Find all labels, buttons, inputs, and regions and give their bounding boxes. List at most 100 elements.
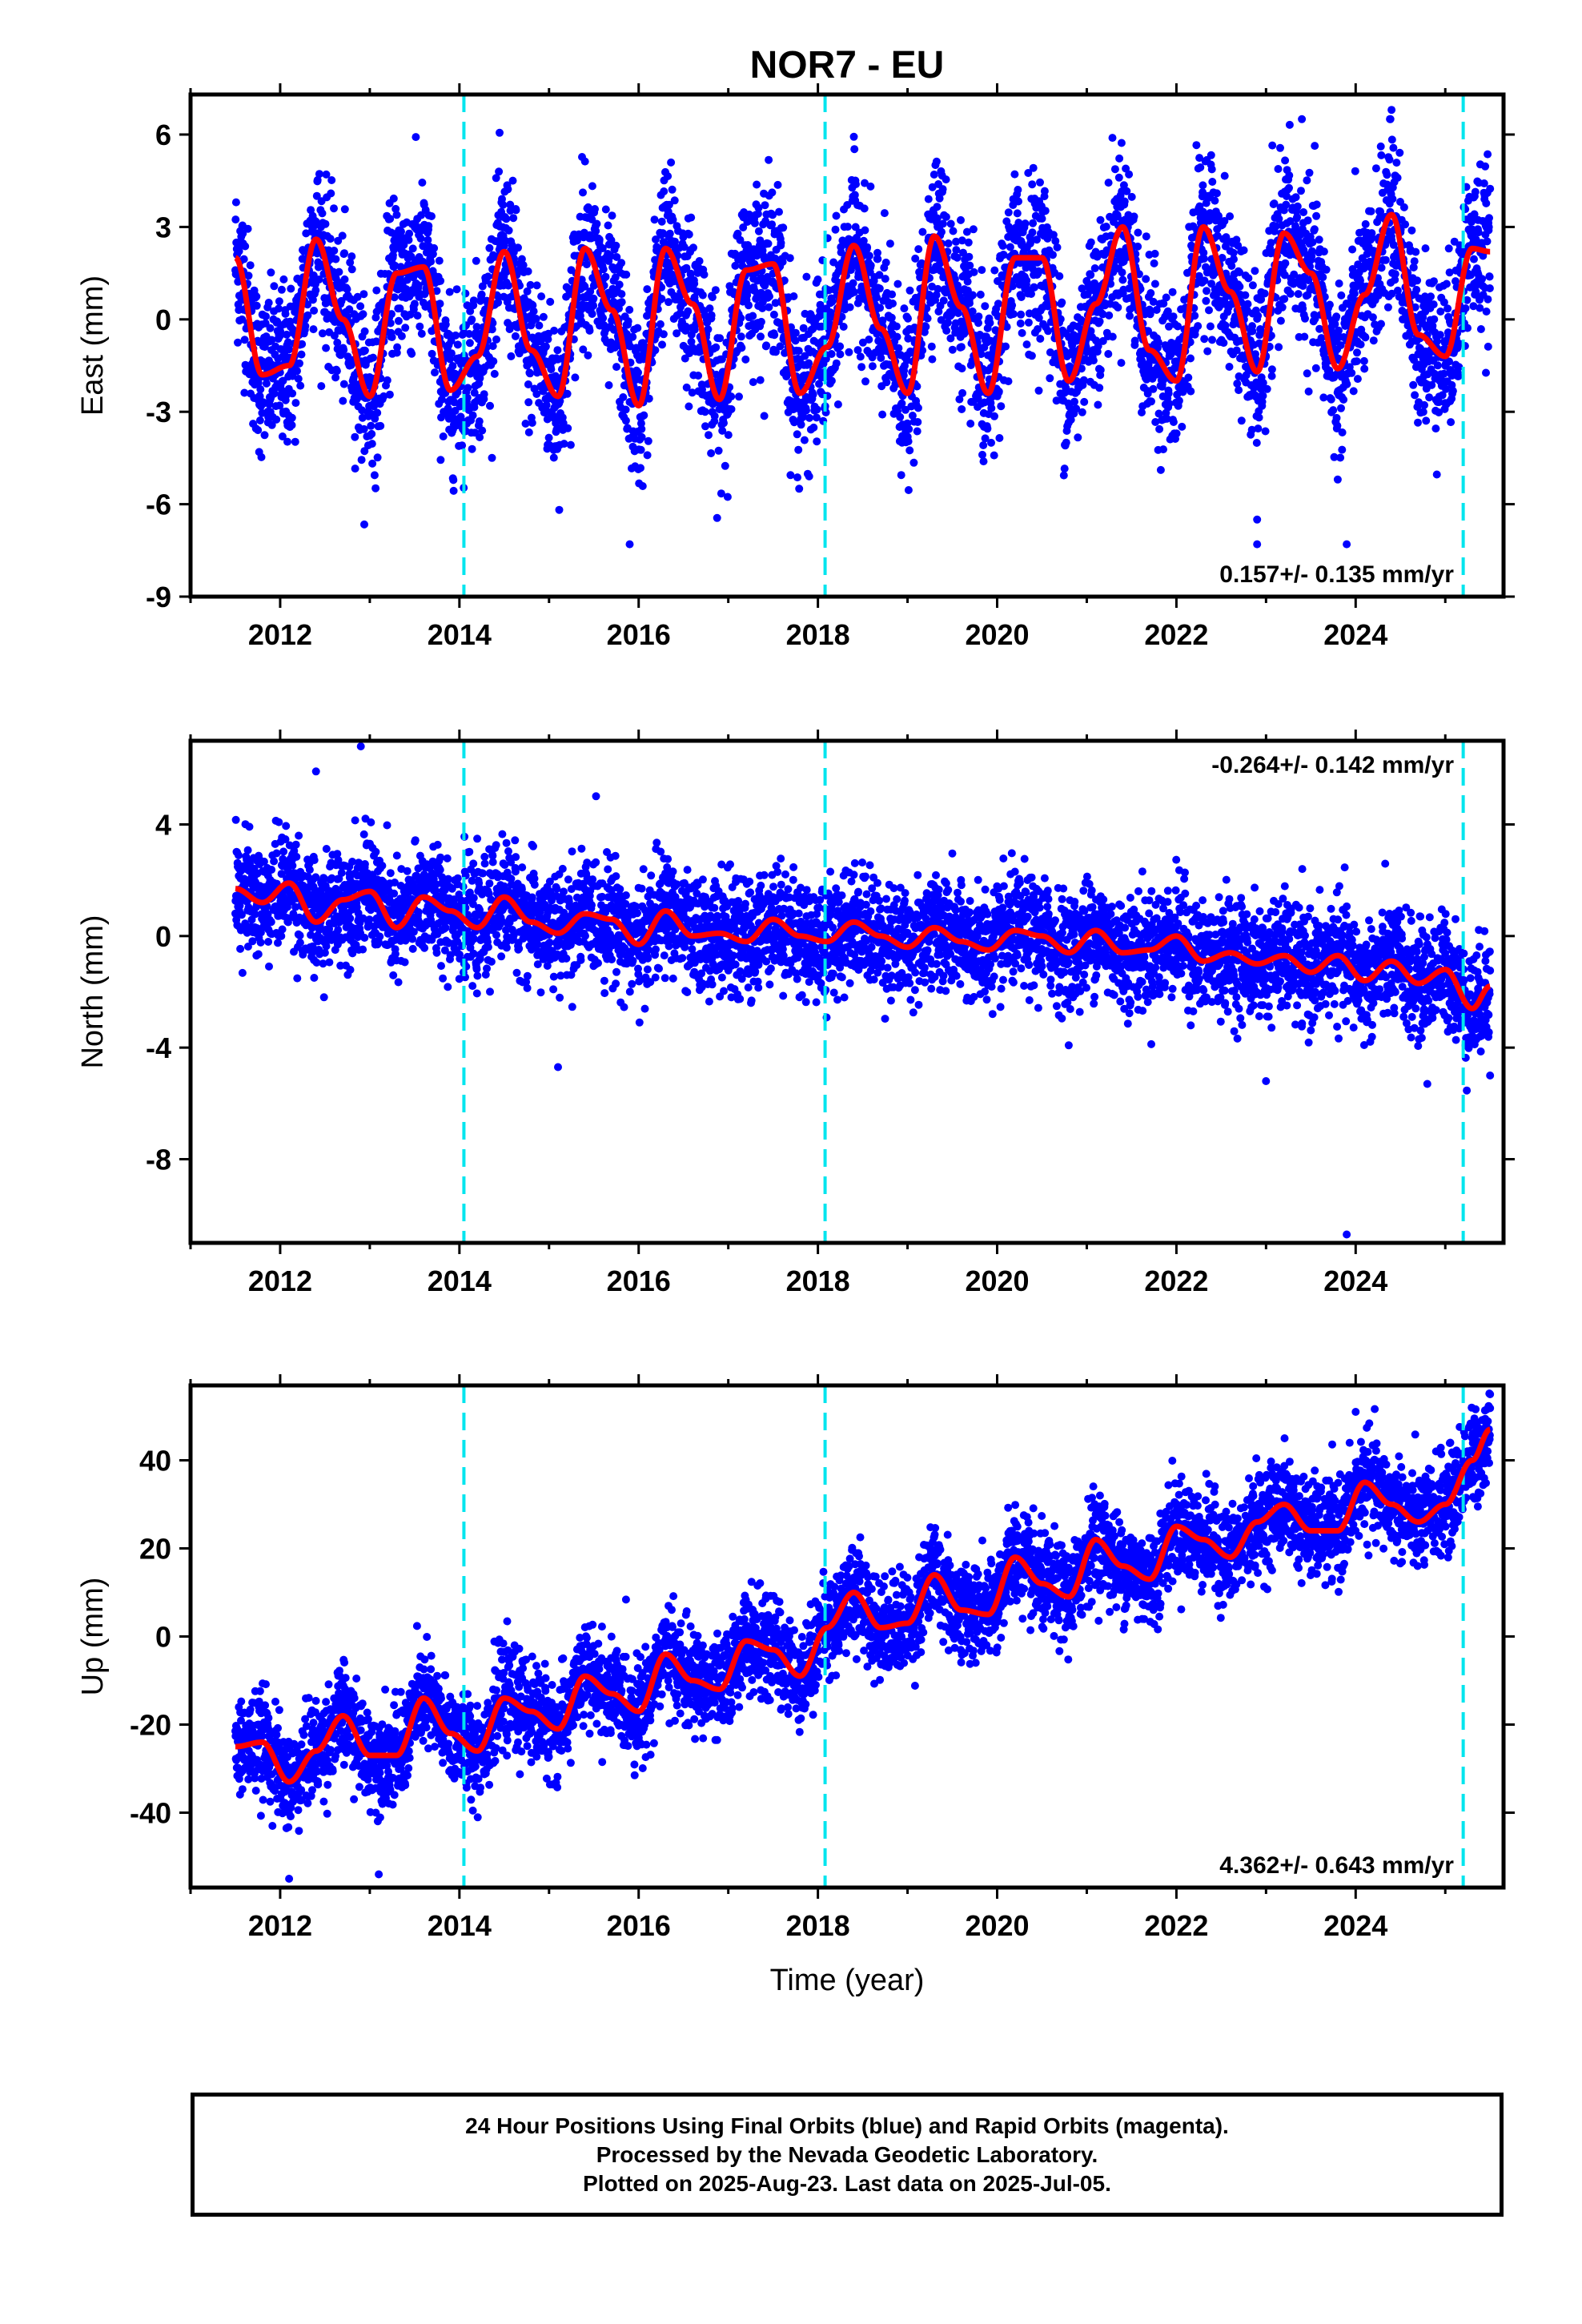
data-point	[944, 239, 953, 247]
data-point	[1118, 275, 1127, 284]
data-point	[816, 300, 825, 309]
data-point	[704, 325, 713, 334]
data-point	[476, 433, 484, 441]
data-point	[983, 424, 992, 433]
data-point	[1169, 418, 1178, 426]
data-point	[1285, 183, 1293, 192]
data-point	[1442, 279, 1451, 288]
data-point	[564, 424, 572, 432]
data-point	[504, 281, 512, 290]
data-point	[1150, 249, 1159, 258]
data-point	[624, 317, 632, 326]
data-point	[777, 239, 785, 247]
data-point	[260, 431, 269, 440]
data-point	[724, 431, 733, 440]
data-point	[589, 301, 598, 310]
data-point	[737, 314, 745, 323]
data-point	[1014, 186, 1022, 194]
data-point	[526, 369, 534, 378]
data-point	[1226, 212, 1235, 221]
data-point	[682, 263, 691, 272]
data-point	[1315, 324, 1324, 333]
data-point	[636, 419, 645, 428]
data-point	[488, 453, 496, 462]
data-point	[667, 158, 676, 167]
data-point	[1413, 276, 1422, 285]
data-point	[994, 300, 1002, 308]
data-point	[727, 392, 736, 401]
data-point	[1293, 213, 1302, 222]
data-point	[765, 292, 773, 301]
data-point	[964, 238, 973, 247]
data-point	[1186, 354, 1195, 363]
data-point	[241, 242, 250, 251]
data-point	[749, 312, 757, 320]
data-point	[1335, 279, 1343, 287]
data-point	[1010, 170, 1019, 179]
data-point	[930, 171, 938, 179]
data-point	[958, 388, 967, 397]
data-point	[794, 347, 803, 356]
data-point	[657, 217, 666, 226]
data-point	[1208, 336, 1216, 344]
data-point	[799, 412, 808, 421]
data-point	[390, 293, 399, 302]
data-point	[969, 225, 978, 234]
data-point	[762, 341, 771, 350]
data-point	[1412, 285, 1421, 294]
data-point	[1094, 400, 1102, 409]
data-point	[775, 207, 783, 216]
data-point	[1029, 219, 1038, 227]
data-point	[579, 345, 588, 354]
data-point	[628, 332, 637, 341]
data-point	[287, 284, 295, 293]
data-point	[432, 287, 441, 296]
data-point	[615, 280, 624, 289]
data-point	[439, 432, 448, 440]
data-point	[881, 275, 889, 283]
data-point	[1102, 223, 1110, 231]
data-point	[255, 416, 264, 424]
data-point	[928, 355, 937, 364]
data-point	[1172, 429, 1181, 438]
data-point	[1348, 245, 1357, 254]
data-point	[239, 255, 248, 263]
data-point	[360, 327, 369, 336]
data-point	[684, 307, 693, 316]
data-point	[485, 243, 494, 252]
data-point	[408, 244, 417, 253]
data-point	[360, 346, 369, 355]
data-point	[1395, 148, 1404, 157]
data-point	[498, 195, 506, 203]
data-point	[1104, 350, 1113, 358]
data-point	[664, 172, 673, 180]
data-point	[1407, 226, 1416, 235]
data-point	[1422, 416, 1431, 425]
data-point	[711, 286, 720, 295]
data-point	[727, 405, 736, 413]
data-point	[1337, 404, 1345, 412]
data-point	[486, 401, 494, 410]
data-point	[448, 362, 457, 370]
data-point	[1299, 208, 1308, 216]
data-point	[506, 200, 515, 209]
data-point	[309, 325, 318, 334]
data-point	[1147, 397, 1155, 406]
data-point	[741, 355, 750, 364]
data-point	[863, 243, 872, 251]
data-point	[1315, 235, 1323, 244]
data-point	[1235, 282, 1244, 291]
data-point	[680, 243, 689, 251]
data-point	[463, 301, 472, 310]
data-point	[418, 179, 427, 187]
data-point	[1310, 225, 1319, 234]
data-point	[966, 420, 975, 428]
data-point	[644, 436, 652, 445]
data-point	[621, 405, 630, 414]
data-point	[1411, 247, 1420, 256]
data-point	[1178, 422, 1186, 431]
data-point	[295, 359, 303, 368]
data-point	[1431, 424, 1440, 433]
data-point	[1303, 216, 1312, 225]
data-point	[968, 307, 977, 316]
